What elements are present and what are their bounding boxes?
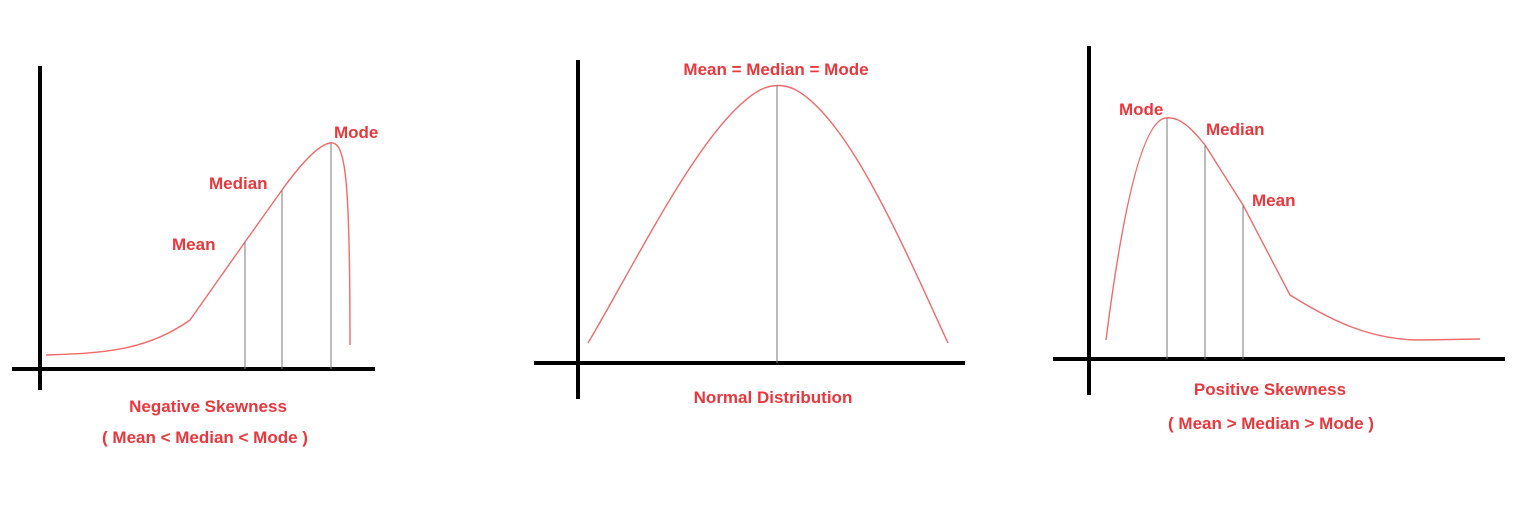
caption-title: Positive Skewness	[1194, 380, 1346, 399]
mean-median-mode-label: Mean = Median = Mode	[683, 60, 868, 79]
median-label: Median	[1206, 120, 1265, 139]
caption-title: Negative Skewness	[129, 397, 287, 416]
caption-relation: ( Mean < Median < Mode )	[102, 428, 308, 447]
panel-normal-distribution: Mean = Median = Mode Normal Distribution	[534, 60, 965, 407]
caption-title: Normal Distribution	[694, 388, 853, 407]
mode-label: Mode	[334, 123, 378, 142]
median-label: Median	[209, 174, 268, 193]
mean-label: Mean	[1252, 191, 1295, 210]
distribution-curve	[587, 84, 949, 344]
mode-label: Mode	[1119, 100, 1163, 119]
distribution-curve	[45, 142, 351, 356]
panel-negative-skewness: Mean Median Mode Negative Skewness ( Mea…	[12, 66, 378, 447]
caption-relation: ( Mean > Median > Mode )	[1168, 414, 1374, 433]
mean-label: Mean	[172, 235, 215, 254]
distribution-curve	[1105, 117, 1481, 341]
panel-positive-skewness: Mode Median Mean Positive Skewness ( Mea…	[1053, 46, 1505, 433]
